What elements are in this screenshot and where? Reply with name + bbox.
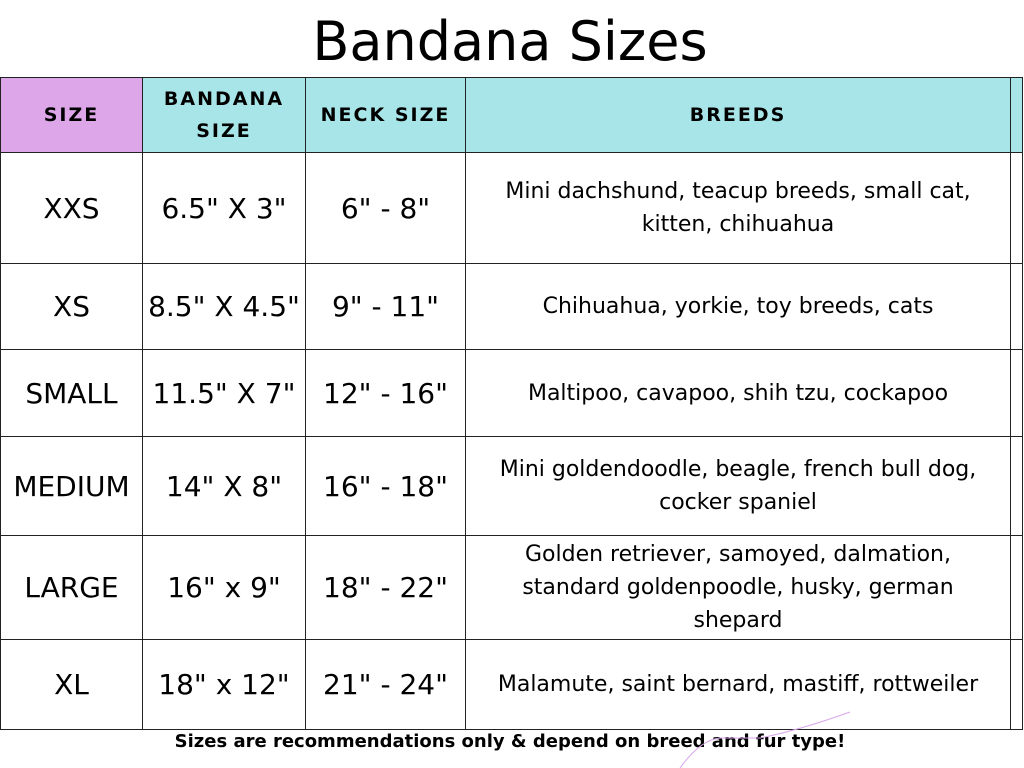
header-extra bbox=[1010, 77, 1023, 153]
header-bandana-size: BANDANA SIZE bbox=[142, 77, 306, 153]
breeds-cell: Malamute, saint bernard, mastiff, rottwe… bbox=[465, 639, 1011, 730]
bandana-size-cell: 11.5" X 7" bbox=[142, 349, 306, 437]
header-row: SIZE BANDANA SIZE NECK SIZE BREEDS bbox=[0, 77, 1023, 153]
neck-size-cell: 21" - 24" bbox=[305, 639, 466, 730]
extra-cell bbox=[1010, 639, 1023, 730]
breeds-cell: Maltipoo, cavapoo, shih tzu, cockapoo bbox=[465, 349, 1011, 437]
bandana-size-cell: 16" x 9" bbox=[142, 535, 306, 640]
table-row: MEDIUM 14" X 8" 16" - 18" Mini goldendoodle… bbox=[0, 436, 1023, 536]
size-cell: LARGE bbox=[0, 535, 143, 640]
neck-size-cell: 16" - 18" bbox=[305, 436, 466, 536]
table-row: XL 18" x 12" 21" - 24" Malamute, saint bern… bbox=[0, 639, 1023, 730]
header-neck-size: NECK SIZE bbox=[305, 77, 466, 153]
neck-size-cell: 6" - 8" bbox=[305, 152, 466, 264]
bandana-size-cell: 18" x 12" bbox=[142, 639, 306, 730]
size-cell: MEDIUM bbox=[0, 436, 143, 536]
neck-size-cell: 9" - 11" bbox=[305, 263, 466, 350]
size-table: SIZE BANDANA SIZE NECK SIZE BREEDS XXS 6.… bbox=[0, 77, 1023, 730]
neck-size-cell: 12" - 16" bbox=[305, 349, 466, 437]
bandana-size-cell: 14" X 8" bbox=[142, 436, 306, 536]
table-row: SMALL 11.5" X 7" 12" - 16" Maltipoo, cavapo… bbox=[0, 349, 1023, 437]
header-size: SIZE bbox=[0, 77, 143, 153]
page-title: Bandana Sizes bbox=[312, 10, 708, 73]
table-row: XS 8.5" X 4.5" 9" - 11" Chihuahua, yorkie, … bbox=[0, 263, 1023, 350]
size-cell: XXS bbox=[0, 152, 143, 264]
header-breeds: BREEDS bbox=[465, 77, 1011, 153]
breeds-cell: Mini goldendoodle, beagle, french bull d… bbox=[465, 436, 1011, 536]
table-row: XXS 6.5" X 3" 6" - 8" Mini dachshund, teacu… bbox=[0, 152, 1023, 264]
breeds-cell: Golden retriever, samoyed, dalmation, st… bbox=[465, 535, 1011, 640]
table-row: LARGE 16" x 9" 18" - 22" Golden retriever, … bbox=[0, 535, 1023, 640]
bandana-size-cell: 6.5" X 3" bbox=[142, 152, 306, 264]
size-cell: XS bbox=[0, 263, 143, 350]
footer-note: Sizes are recommendations only & depend … bbox=[174, 731, 846, 752]
bandana-size-cell: 8.5" X 4.5" bbox=[142, 263, 306, 350]
neck-size-cell: 18" - 22" bbox=[305, 535, 466, 640]
size-cell: XL bbox=[0, 639, 143, 730]
size-cell: SMALL bbox=[0, 349, 143, 437]
breeds-cell: Mini dachshund, teacup breeds, small cat… bbox=[465, 152, 1011, 264]
